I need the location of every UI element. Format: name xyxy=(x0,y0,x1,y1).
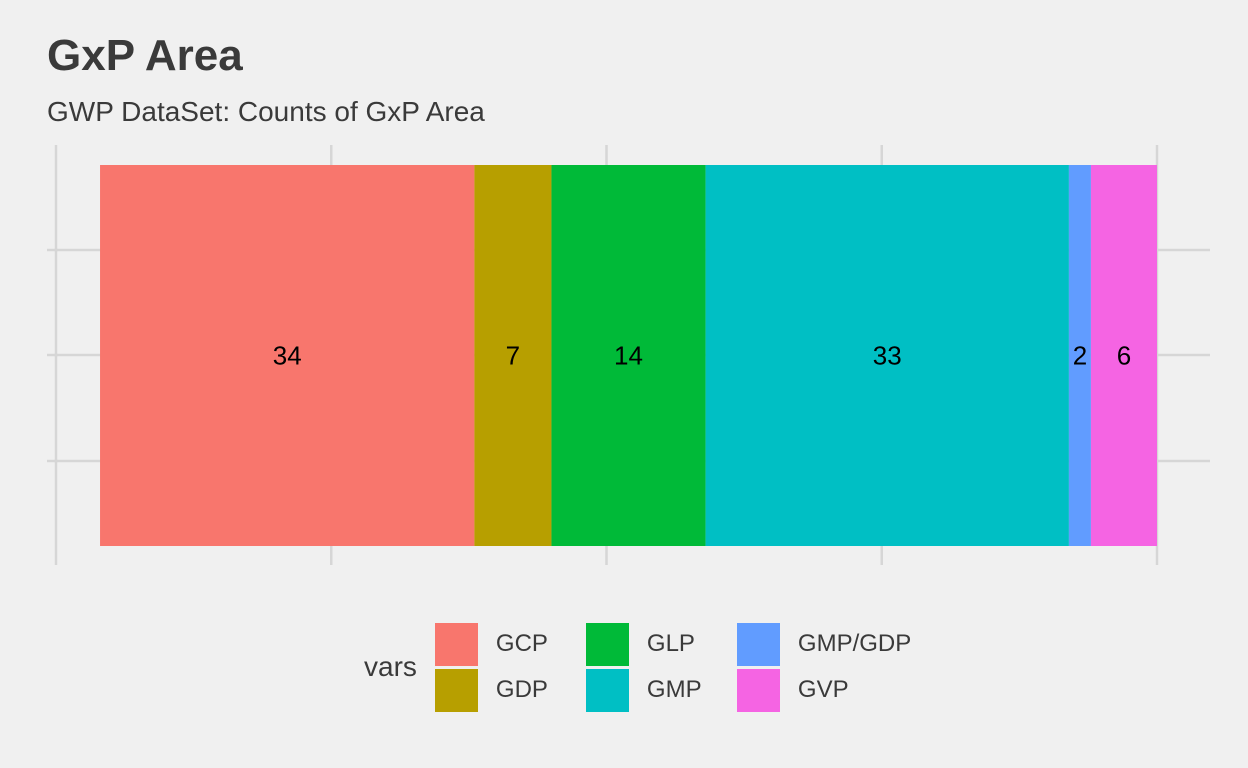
legend-item: GMP/GDP xyxy=(736,622,912,666)
bar-segment-gmp xyxy=(705,165,1069,546)
bar-segment-glp xyxy=(551,165,706,546)
stacked-bar-chart: 34 7 14 33 2 6 xyxy=(47,145,1210,565)
legend-item: GDP xyxy=(434,668,568,712)
bar-segment-gdp xyxy=(474,165,552,546)
data-label: 2 xyxy=(1073,341,1087,371)
legend-item: GCP xyxy=(434,622,568,666)
legend-swatch xyxy=(434,622,478,666)
data-label: 33 xyxy=(873,341,902,371)
legend: vars GCP GDP GLP GMP GMP/GDP GVP xyxy=(364,622,911,712)
legend-swatch xyxy=(585,622,629,666)
chart-subtitle: GWP DataSet: Counts of GxP Area xyxy=(47,96,485,127)
legend-label: GLP xyxy=(646,630,695,657)
legend-items: GCP GDP GLP GMP GMP/GDP GVP xyxy=(434,622,912,712)
legend-item: GVP xyxy=(736,668,911,712)
legend-item: GLP xyxy=(585,622,719,666)
legend-label: GMP/GDP xyxy=(797,630,912,657)
data-label: 6 xyxy=(1117,341,1131,371)
legend-swatch xyxy=(736,668,780,712)
legend-item: GMP xyxy=(585,668,719,712)
legend-label: GVP xyxy=(797,676,849,703)
data-label: 14 xyxy=(614,341,643,371)
bar-segment-gmp-gdp xyxy=(1068,165,1091,546)
data-label: 7 xyxy=(506,341,520,371)
bar-segment-gvp xyxy=(1090,165,1157,546)
legend-swatch xyxy=(585,668,629,712)
legend-swatch xyxy=(736,622,780,666)
legend-label: GDP xyxy=(495,676,548,703)
data-label: 34 xyxy=(273,341,302,371)
chart-title: GxP Area xyxy=(47,31,243,80)
legend-label: GMP xyxy=(646,676,702,703)
legend-label: GCP xyxy=(495,630,548,657)
bar-segment-gcp xyxy=(100,165,475,546)
legend-swatch xyxy=(434,668,478,712)
legend-title: vars xyxy=(364,651,417,682)
